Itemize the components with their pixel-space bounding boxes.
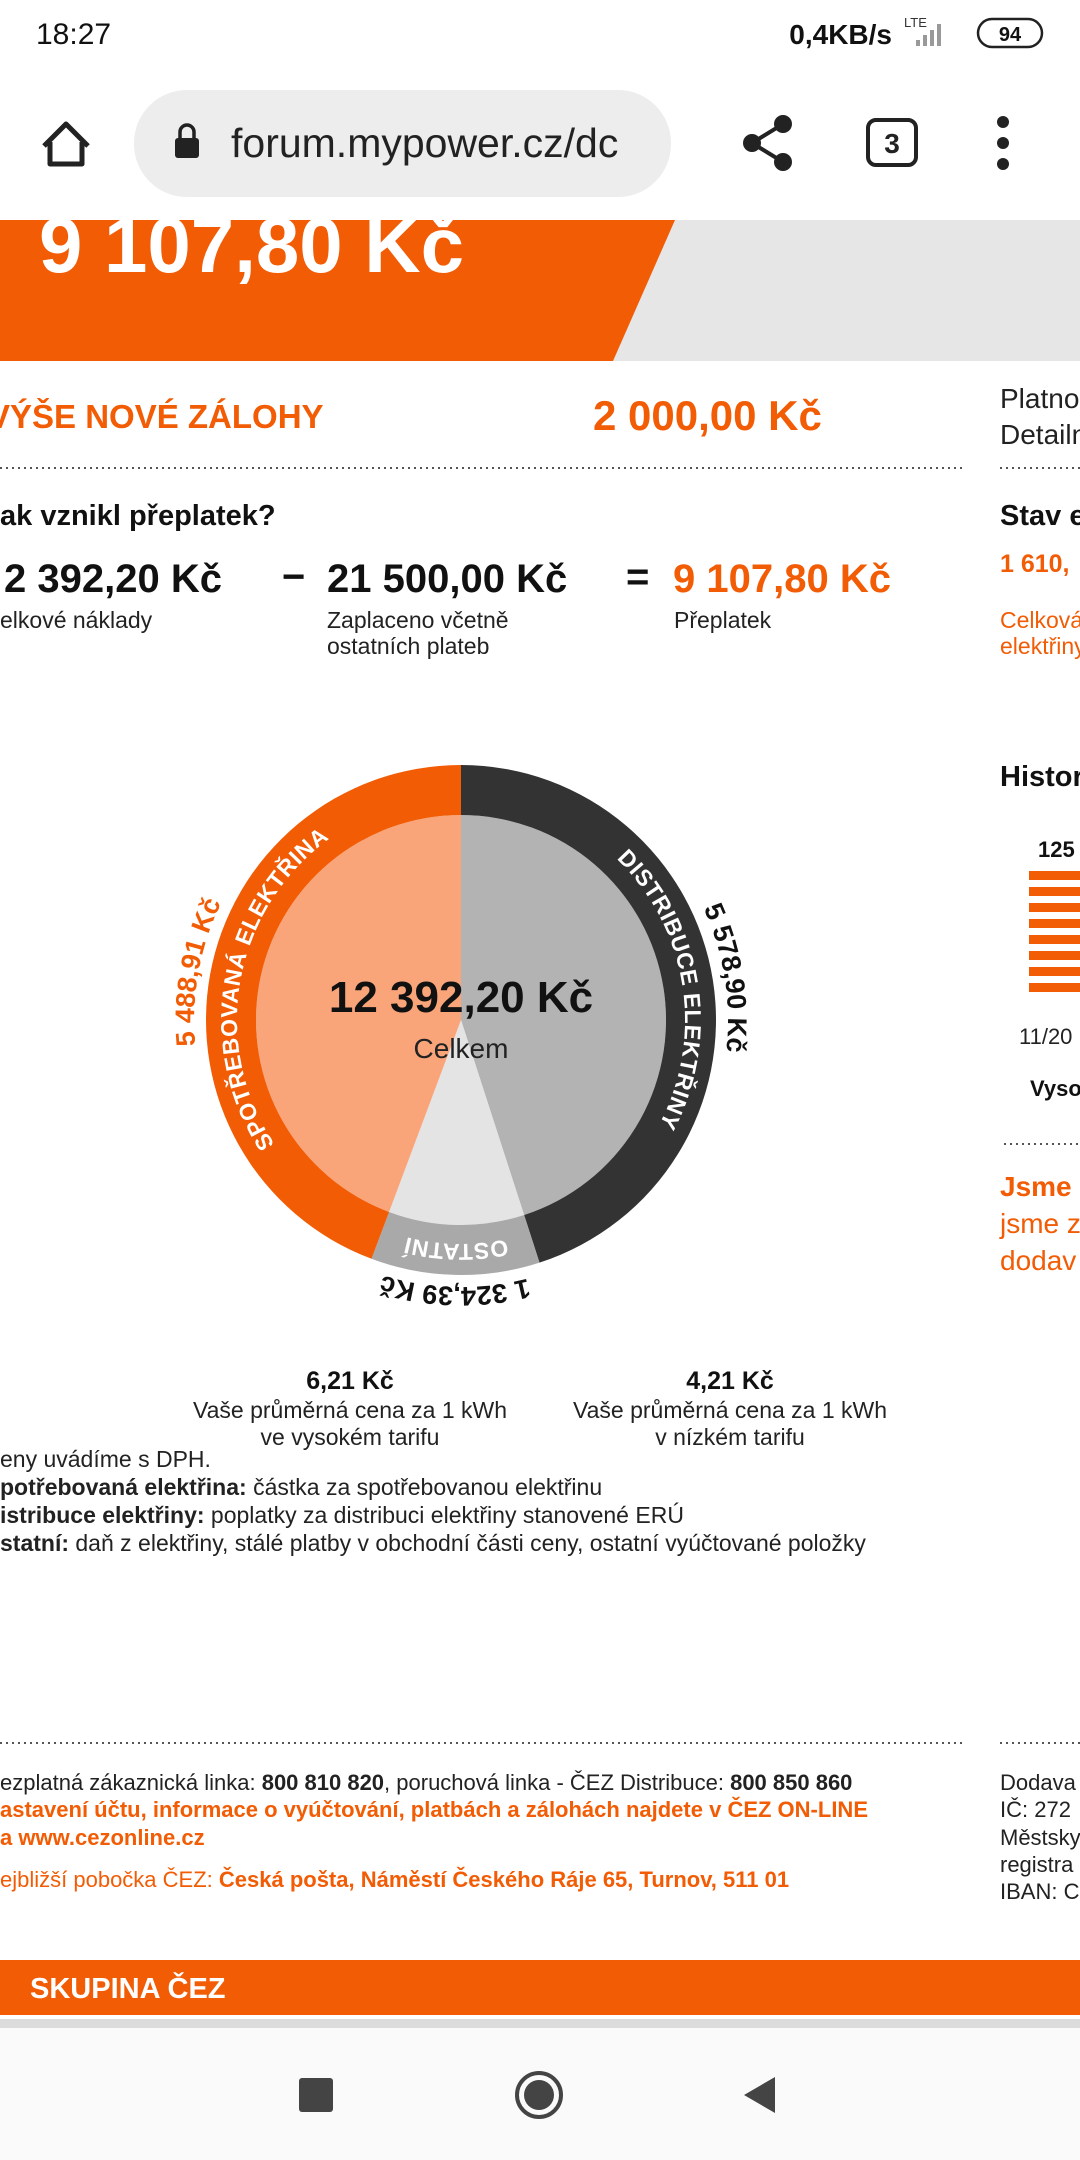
note-term: istribuce elektřiny: xyxy=(0,1502,205,1528)
battery-icon xyxy=(976,17,1044,49)
side-title: Histor xyxy=(1000,761,1080,793)
share-button[interactable] xyxy=(743,115,792,171)
note-term: potřebovaná elektřina: xyxy=(0,1474,247,1500)
caption: elkové náklady xyxy=(0,607,153,633)
scroll-edge xyxy=(0,2019,1080,2028)
history-date: 11/20 xyxy=(1019,1024,1072,1049)
banner-stripe xyxy=(0,220,675,361)
footer-text: ejbližší pobočka ČEZ: xyxy=(0,1867,219,1892)
footer-text: , poruchová linka - ČEZ Distribuce: xyxy=(384,1770,730,1795)
menu-button[interactable] xyxy=(997,116,1009,170)
ring-segment xyxy=(461,765,716,1263)
back-button[interactable] xyxy=(744,2077,775,2113)
result: 9 107,80 Kč xyxy=(673,557,891,601)
status-speed: 0,4KB/s xyxy=(789,19,892,50)
costs: 2 392,20 Kč xyxy=(4,557,222,601)
promo: jsme z xyxy=(999,1208,1080,1239)
side-caption: Celková xyxy=(1000,607,1080,633)
price-caption: ve vysokém tarifu xyxy=(261,1424,440,1450)
price-caption: Vaše průměrná cena za 1 kWh xyxy=(573,1397,887,1423)
tabs-button[interactable] xyxy=(866,118,918,167)
phone[interactable]: 800 850 860 xyxy=(730,1770,852,1795)
url-text[interactable]: forum.mypower.cz/dc xyxy=(231,120,618,166)
minus: − xyxy=(282,555,305,599)
history-legend: Vyso xyxy=(1030,1076,1080,1101)
note: istribuce elektřiny: poplatky za distrib… xyxy=(0,1502,684,1528)
promo: Jsme xyxy=(1000,1171,1072,1202)
pie-slice xyxy=(461,815,666,1216)
ring-segment xyxy=(205,765,461,1259)
signal-icon xyxy=(916,24,941,46)
side-line: Detailn xyxy=(1000,419,1080,450)
history-value: 125 xyxy=(1038,837,1075,862)
pie-slice xyxy=(389,1020,525,1225)
status-time: 18:27 xyxy=(36,18,111,51)
price-value: 6,21 Kč xyxy=(306,1367,394,1395)
brand-bar xyxy=(0,1960,1080,2015)
battery-level: 94 xyxy=(999,24,1022,46)
company-line: Dodava xyxy=(1000,1770,1077,1795)
question: ak vznikl přeplatek? xyxy=(0,500,276,532)
home-button[interactable] xyxy=(42,121,90,167)
side-value: 1 610, xyxy=(1000,550,1070,578)
branch-address: Česká pošta, Náměstí Českého Ráje 65, Tu… xyxy=(219,1867,789,1892)
history-bar xyxy=(1029,871,1080,992)
caption: ostatních plateb xyxy=(327,633,489,659)
note-text: částka za spotřebovanou elektřinu xyxy=(247,1474,602,1500)
deposit-value: 2 000,00 Kč xyxy=(593,392,822,439)
chart-subtitle: Celkem xyxy=(414,1033,509,1064)
paid: 21 500,00 Kč xyxy=(327,557,567,601)
pie-slice xyxy=(256,815,461,1212)
deposit-label: VÝŠE NOVÉ ZÁLOHY xyxy=(0,397,324,435)
footer-link[interactable]: a www.cezonline.cz xyxy=(0,1825,205,1850)
note: statní: daň z elektřiny, stálé platby v … xyxy=(0,1530,866,1556)
note-text: poplatky za distribuci elektřiny stanove… xyxy=(205,1502,684,1528)
caption: Zaplaceno včetně xyxy=(327,607,509,633)
footer-line: ejbližší pobočka ČEZ: Česká pošta, Náměs… xyxy=(0,1867,789,1892)
price-caption: Vaše průměrná cena za 1 kWh xyxy=(193,1397,507,1423)
promo: dodav xyxy=(1000,1245,1076,1276)
recents-button[interactable] xyxy=(299,2078,333,2112)
note-term: statní: xyxy=(0,1530,69,1556)
ring-segment xyxy=(371,1211,540,1275)
lock-icon xyxy=(175,123,199,158)
value-label-path: 1 324,39 Kč xyxy=(376,1270,533,1312)
banner-amount: 9 107,80 Kč xyxy=(39,201,464,289)
price-caption: v nízkém tarifu xyxy=(655,1424,805,1450)
company-line: registra xyxy=(1000,1852,1074,1877)
value-label: 1 324,39 Kč xyxy=(376,1270,533,1312)
note: potřebovaná elektřina: částka za spotřeb… xyxy=(0,1474,602,1500)
company-line: IČ: 272 xyxy=(1000,1797,1071,1822)
price-value: 4,21 Kč xyxy=(686,1367,774,1395)
equals: = xyxy=(626,555,649,599)
url-bar[interactable] xyxy=(134,90,671,197)
side-title: Stav e xyxy=(1000,500,1080,532)
brand: SKUPINA ČEZ xyxy=(30,1971,226,2005)
chart-total: 12 392,20 Kč xyxy=(329,973,593,1022)
note: eny uvádíme s DPH. xyxy=(0,1446,211,1472)
company-line: Městsky xyxy=(1000,1825,1080,1850)
status-network: LTE xyxy=(904,15,927,30)
side-caption: elektřiny xyxy=(1000,633,1080,659)
company-line: IBAN: C xyxy=(1000,1879,1080,1904)
tabs-count: 3 xyxy=(884,128,900,159)
side-line: Platno xyxy=(1000,383,1079,414)
note-text: daň z elektřiny, stálé platby v obchodní… xyxy=(69,1530,866,1556)
home-nav-button[interactable] xyxy=(515,2071,563,2119)
footer-line: ezplatná zákaznická linka: 800 810 820, … xyxy=(0,1770,852,1795)
phone[interactable]: 800 810 820 xyxy=(262,1770,384,1795)
footer-text: ezplatná zákaznická linka: xyxy=(0,1770,262,1795)
footer-line: astavení účtu, informace o vyúčtování, p… xyxy=(0,1797,868,1822)
caption: Přeplatek xyxy=(674,607,772,633)
